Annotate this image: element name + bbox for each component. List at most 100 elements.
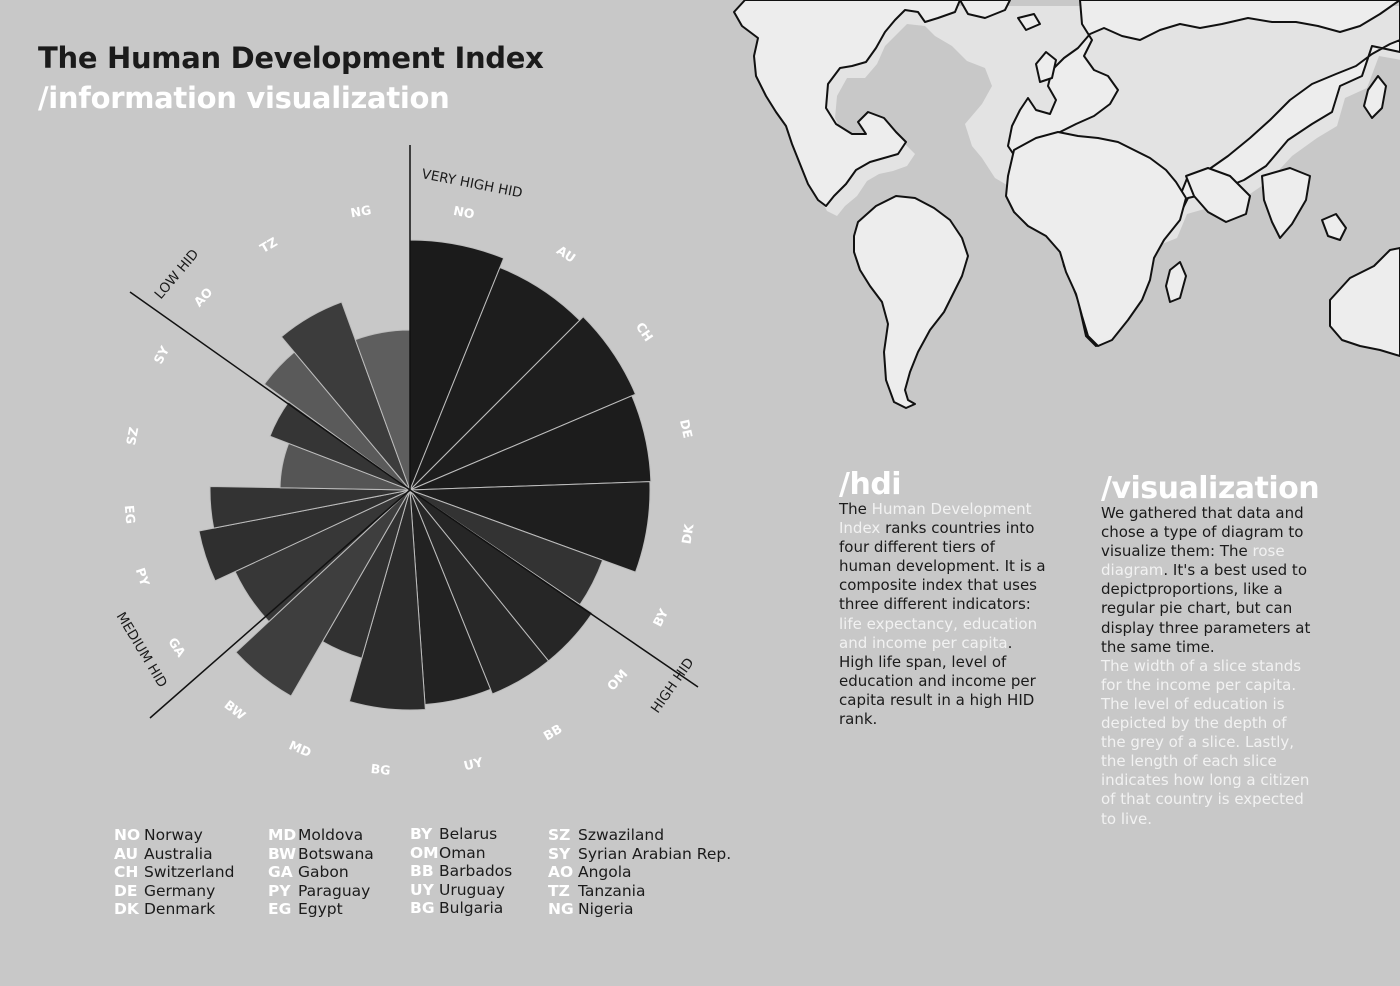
legend-item: DE Germany bbox=[114, 882, 234, 901]
slice-code-om: OM bbox=[604, 666, 631, 693]
visualization-explanation: The width of a slice stands for the inco… bbox=[1101, 656, 1310, 828]
legend-col-2: MD Moldova BW Botswana GA Gabon PY Paraguay … bbox=[268, 826, 374, 919]
visualization-section: /visualization We gathered that data and… bbox=[1101, 471, 1320, 829]
hdi-highlight-1: Human Development Index bbox=[839, 500, 1032, 538]
page-title: The Human Development Index /information… bbox=[38, 38, 544, 118]
slice-py bbox=[198, 489, 411, 582]
legend-item: NO Norway bbox=[114, 826, 234, 845]
legend-name: Oman bbox=[439, 843, 486, 862]
south-america bbox=[853, 195, 969, 409]
divider-medium bbox=[149, 489, 411, 719]
title-main: The Human Development Index bbox=[38, 41, 544, 75]
legend-col-1: NO Norway AU Australia CH Switzerland DE Ger… bbox=[114, 826, 234, 919]
tier-label-very-high: VERY HIGH HID bbox=[420, 166, 524, 201]
slice-code-bb: BB bbox=[541, 721, 565, 744]
legend-name: Botswana bbox=[298, 844, 374, 863]
legend-item: TZ Tanzania bbox=[548, 882, 731, 901]
slice-eg bbox=[209, 486, 411, 529]
japan bbox=[1363, 75, 1387, 119]
land bbox=[733, 0, 1400, 409]
legend-code: DK bbox=[114, 900, 139, 918]
slice-code-md: MD bbox=[287, 737, 314, 760]
legend-item: AO Angola bbox=[548, 863, 731, 882]
africa bbox=[1005, 131, 1187, 347]
australia bbox=[1329, 247, 1400, 357]
legend-item: BY Belarus bbox=[410, 825, 512, 844]
slice-code-py: PY bbox=[133, 566, 153, 589]
slice-code-sy: SY bbox=[150, 343, 172, 367]
slice-code-eg: EG bbox=[122, 504, 139, 524]
slice-bw bbox=[235, 489, 411, 697]
slice-ch bbox=[409, 316, 637, 491]
legend-code: BY bbox=[410, 825, 433, 843]
legend-item: GA Gabon bbox=[268, 863, 374, 882]
legend-name: Switzerland bbox=[144, 863, 235, 881]
hdi-highlight-2: life expectancy, education and income pe… bbox=[839, 614, 1038, 652]
legend-name: Moldova bbox=[298, 826, 364, 844]
legend-code: MD bbox=[268, 826, 297, 844]
sumatra bbox=[1321, 213, 1347, 241]
north-america bbox=[733, 0, 961, 207]
legend-code: TZ bbox=[548, 881, 570, 900]
legend-name: Angola bbox=[578, 863, 632, 881]
legend-col-3: BY Belarus OMOman BB Barbados UY Uruguay BG… bbox=[410, 825, 512, 918]
legend-code: BB bbox=[410, 862, 434, 880]
slice-bb bbox=[409, 489, 550, 695]
madagascar bbox=[1165, 261, 1187, 303]
title-sub: /information visualization bbox=[38, 81, 450, 115]
legend-name: Germany bbox=[144, 881, 216, 900]
slice-code-tz: TZ bbox=[257, 234, 280, 256]
slice-code-ao: AO bbox=[191, 284, 216, 309]
legend-item: OMOman bbox=[410, 844, 512, 863]
legend-item: SZ Szwaziland bbox=[548, 826, 731, 845]
legend-item: PY Paraguay bbox=[268, 882, 374, 901]
legend-code: EG bbox=[268, 900, 292, 918]
legend-code: SY bbox=[548, 844, 571, 863]
tier-label-high: HIGH HID bbox=[648, 655, 698, 716]
legend-code: AO bbox=[548, 863, 574, 881]
legend-item: EG Egypt bbox=[268, 900, 374, 919]
legend-code: CH bbox=[114, 863, 139, 881]
slice-code-dk: DK bbox=[679, 522, 697, 545]
viz-text-2: . It's a best used to depictproportions,… bbox=[1101, 561, 1311, 656]
hdi-heading: /hdi bbox=[839, 467, 902, 502]
legend-code: NG bbox=[548, 900, 574, 918]
slice-de bbox=[409, 395, 652, 491]
legend-name: Nigeria bbox=[578, 900, 634, 918]
slice-code-de: DE bbox=[677, 418, 696, 440]
legend-name: Belarus bbox=[439, 825, 498, 843]
legend-item: MD Moldova bbox=[268, 826, 374, 845]
slice-code-sz: SZ bbox=[123, 426, 141, 447]
india bbox=[1261, 167, 1311, 239]
legend-code: BG bbox=[410, 899, 435, 917]
legend-code: BW bbox=[268, 844, 297, 863]
legend-name: Barbados bbox=[439, 862, 513, 880]
hdi-text-2: ranks countries into four different tier… bbox=[839, 519, 1046, 614]
slice-code-bw: BW bbox=[222, 697, 249, 723]
arabia bbox=[1185, 167, 1251, 223]
hdi-paragraph: The Human Development Index ranks countr… bbox=[839, 500, 1047, 729]
legend-name: Szwaziland bbox=[578, 826, 665, 844]
legend-item: AU Australia bbox=[114, 845, 234, 864]
greenland bbox=[959, 0, 1011, 19]
slice-code-au: AU bbox=[554, 242, 579, 265]
legend-name: Egypt bbox=[298, 900, 343, 918]
legend-item: DK Denmark bbox=[114, 900, 234, 919]
slice-code-ng: NG bbox=[349, 202, 372, 220]
visualization-heading: /visualization bbox=[1101, 471, 1320, 506]
rose-slices bbox=[198, 239, 652, 711]
tier-label-medium: MEDIUM HID bbox=[113, 609, 170, 690]
legend-item: SY Syrian Arabian Rep. bbox=[548, 845, 731, 864]
divider-low bbox=[129, 291, 411, 491]
britain bbox=[1035, 51, 1057, 83]
visualization-paragraph: We gathered that data and chose a type o… bbox=[1101, 504, 1311, 657]
legend-name: Syrian Arabian Rep. bbox=[578, 844, 732, 863]
legend-item: BW Botswana bbox=[268, 845, 374, 864]
slice-code-no: NO bbox=[452, 203, 476, 222]
legend-code: NO bbox=[114, 826, 141, 844]
legend-code: PY bbox=[268, 881, 291, 900]
legend-name: Tanzania bbox=[578, 881, 646, 900]
legend-name: Norway bbox=[144, 826, 203, 844]
